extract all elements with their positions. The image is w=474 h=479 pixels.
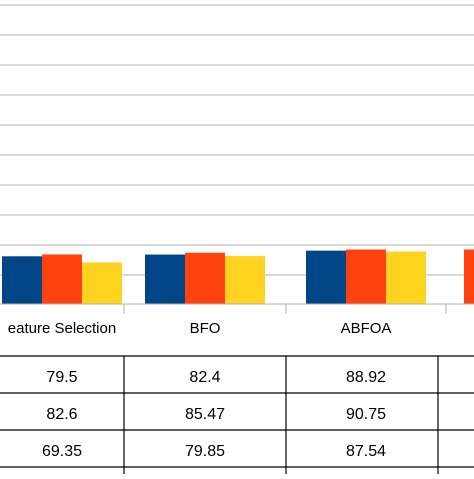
table-cell: 88.92: [346, 369, 386, 386]
category-label: ABFOA: [341, 320, 392, 337]
table-cell: 79.5: [46, 369, 77, 386]
bar: [386, 251, 426, 304]
table-cell: 79.85: [185, 443, 225, 460]
bar: [464, 249, 474, 304]
table-cell: 82.4: [189, 369, 220, 386]
bars: [2, 249, 474, 304]
table-cell: 90.75: [346, 406, 386, 423]
bar: [2, 256, 42, 304]
bar: [82, 262, 122, 304]
bar: [306, 250, 346, 304]
category-label: BFO: [190, 320, 221, 337]
table-cell: 85.47: [185, 406, 225, 423]
bar: [185, 252, 225, 304]
bar: [346, 249, 386, 304]
data-table: 79.5 82.4 88.92 82.6 85.47 90.75 69.35 79.85 87.…: [0, 355, 474, 474]
table-cell: 82.6: [46, 406, 77, 423]
bar: [145, 254, 185, 304]
table-cell: 69.35: [42, 443, 82, 460]
category-axis: eature Selection BFO ABFOA: [0, 303, 474, 337]
gridlines: [0, 4, 474, 276]
category-label: eature Selection: [8, 320, 116, 337]
bar: [42, 254, 82, 304]
table-cell: 87.54: [346, 443, 386, 460]
bar: [225, 256, 265, 304]
